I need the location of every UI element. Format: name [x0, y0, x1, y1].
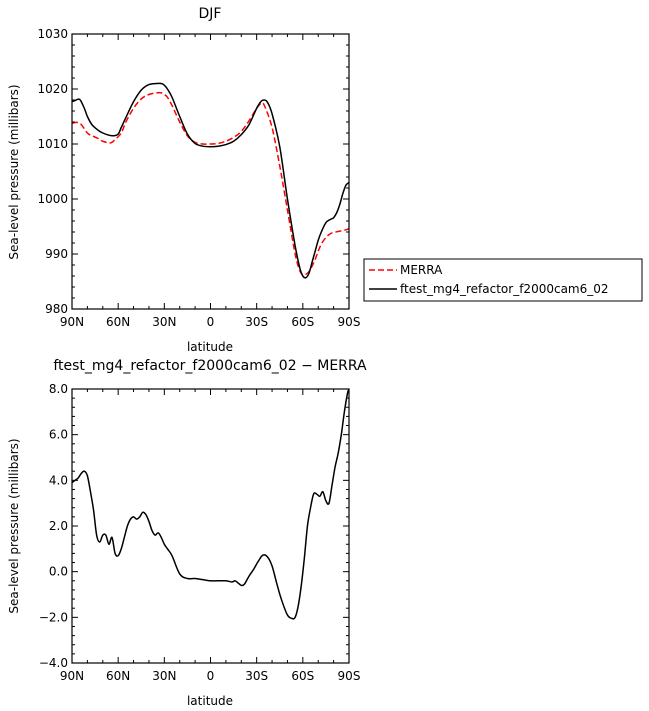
- panel2-xtick-label: 90N: [60, 669, 84, 683]
- panel2-ytick-label: 2.0: [49, 519, 68, 533]
- panel2-ytick-label: −2.0: [39, 610, 68, 624]
- legend: MERRA ftest_mg4_refactor_f2000cam6_02: [363, 258, 643, 302]
- djf-panel: DJF 90N 60N 30N 0 30S 60S 90S 980 990 1000 1010 10…: [7, 6, 360, 354]
- panel1-ylabel: Sea-level pressure (millibars): [7, 84, 21, 259]
- panel2-xtick-label: 60N: [106, 669, 130, 683]
- panel2-title: ftest_mg4_refactor_f2000cam6_02 − MERRA: [53, 358, 367, 374]
- legend-label-ftest: ftest_mg4_refactor_f2000cam6_02: [400, 282, 609, 296]
- panel2-series-line-0: [71, 388, 350, 620]
- panel1-series-line-0: [71, 91, 350, 276]
- panel1-plot-area: [71, 33, 350, 310]
- panel1-xlabel: latitude: [187, 340, 233, 354]
- panel2-ylabel: Sea-level pressure (millibars): [7, 438, 21, 613]
- panel1-ytick-label: 1010: [37, 137, 68, 151]
- panel2-xtick-label: 90S: [338, 669, 361, 683]
- panel2-xlabel: latitude: [187, 694, 233, 708]
- panel2-ytick-label: 8.0: [49, 382, 68, 396]
- panel2-ytick-label: 4.0: [49, 473, 68, 487]
- panel1-ytick-label: 990: [45, 247, 68, 261]
- panel1-ytick-label: 980: [45, 302, 68, 316]
- panel2-xtick-label: 0: [207, 669, 215, 683]
- panel1-xtick-label: 0: [207, 315, 215, 329]
- panel1-ytick-label: 1000: [37, 192, 68, 206]
- panel1-title: DJF: [199, 6, 222, 22]
- legend-box: [363, 258, 643, 302]
- difference-panel: ftest_mg4_refactor_f2000cam6_02 − MERRA …: [7, 358, 367, 708]
- panel2-ytick-label: 6.0: [49, 428, 68, 442]
- panel1-xtick-label: 90S: [338, 315, 361, 329]
- panel1-ytick-label: 1020: [37, 82, 68, 96]
- panel1-xtick-label: 60N: [106, 315, 130, 329]
- legend-label-merra: MERRA: [400, 263, 443, 277]
- panel1-xtick-label: 30S: [245, 315, 268, 329]
- panel1-series-line-1: [71, 82, 350, 279]
- panel1-xtick-label: 60S: [291, 315, 314, 329]
- panel1-xtick-label: 90N: [60, 315, 84, 329]
- panel2-xtick-label: 30N: [152, 669, 176, 683]
- panel2-xtick-label: 30S: [245, 669, 268, 683]
- panel1-ytick-label: 1030: [37, 27, 68, 41]
- panel2-xtick-label: 60S: [291, 669, 314, 683]
- panel1-xtick-label: 30N: [152, 315, 176, 329]
- panel2-ytick-label: −4.0: [39, 656, 68, 670]
- panel2-ytick-label: 0.0: [49, 565, 68, 579]
